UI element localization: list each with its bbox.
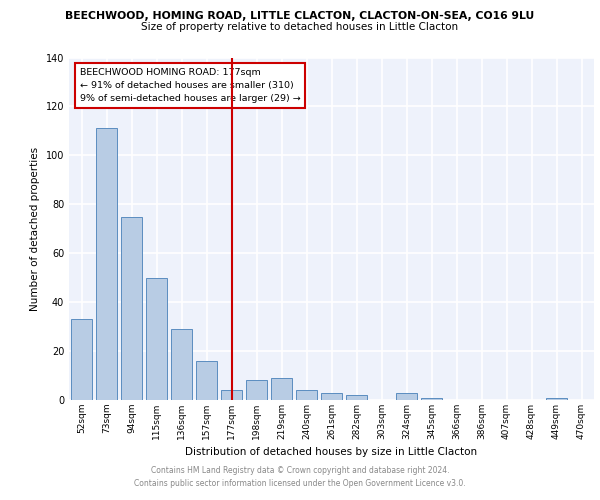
Text: BEECHWOOD, HOMING ROAD, LITTLE CLACTON, CLACTON-ON-SEA, CO16 9LU: BEECHWOOD, HOMING ROAD, LITTLE CLACTON, … [65, 11, 535, 21]
Bar [546, 398, 567, 400]
Bar [346, 395, 367, 400]
Bar [196, 361, 217, 400]
Bar [96, 128, 117, 400]
Bar [396, 392, 417, 400]
X-axis label: Distribution of detached houses by size in Little Clacton: Distribution of detached houses by size … [185, 448, 478, 458]
Bar [146, 278, 167, 400]
Text: Size of property relative to detached houses in Little Clacton: Size of property relative to detached ho… [142, 22, 458, 32]
Bar [71, 320, 92, 400]
Bar [421, 398, 442, 400]
Bar [221, 390, 242, 400]
Bar [296, 390, 317, 400]
Y-axis label: Number of detached properties: Number of detached properties [30, 146, 40, 311]
Bar [121, 216, 142, 400]
Bar [271, 378, 292, 400]
Bar [246, 380, 267, 400]
Bar [321, 392, 342, 400]
Text: Contains HM Land Registry data © Crown copyright and database right 2024.
Contai: Contains HM Land Registry data © Crown c… [134, 466, 466, 487]
Bar [171, 329, 192, 400]
Text: BEECHWOOD HOMING ROAD: 177sqm
← 91% of detached houses are smaller (310)
9% of s: BEECHWOOD HOMING ROAD: 177sqm ← 91% of d… [79, 68, 300, 103]
